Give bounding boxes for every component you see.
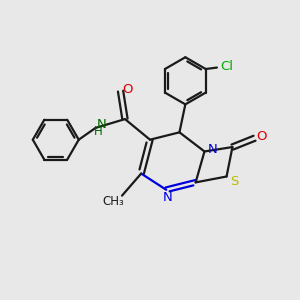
Text: Cl: Cl (220, 60, 233, 73)
Text: H: H (94, 125, 103, 138)
Text: O: O (256, 130, 266, 143)
Text: S: S (231, 175, 239, 188)
Text: CH₃: CH₃ (102, 195, 124, 208)
Text: N: N (97, 118, 106, 130)
Text: N: N (163, 191, 172, 205)
Text: O: O (122, 83, 132, 96)
Text: N: N (208, 143, 218, 157)
